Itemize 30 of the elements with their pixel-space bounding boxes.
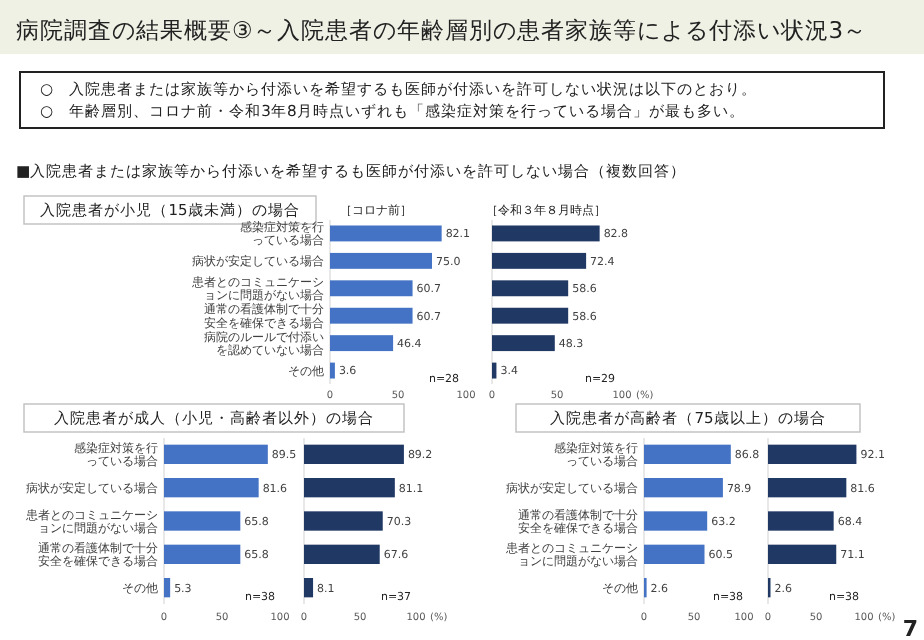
bar (164, 544, 241, 564)
bar (304, 544, 380, 564)
bar (644, 444, 731, 464)
bar (492, 252, 587, 269)
bar (164, 444, 268, 464)
bar (164, 578, 171, 598)
bar (768, 544, 837, 564)
text: 7 (902, 616, 918, 640)
bar (304, 511, 383, 531)
bar (492, 280, 569, 297)
bar (644, 478, 723, 498)
text: 病院調査の結果概要③～入院患者の年齢層別の患者家族等による付添い状況3～ (16, 16, 868, 44)
bar (330, 335, 394, 352)
bar (304, 444, 404, 464)
bar (492, 307, 569, 324)
bar (330, 307, 413, 324)
bar (304, 478, 395, 498)
bar (330, 280, 413, 297)
bar (768, 478, 847, 498)
bar (492, 225, 600, 242)
bar (768, 444, 857, 464)
bar (330, 225, 442, 242)
bar (768, 511, 834, 531)
bar (164, 478, 259, 498)
bar (304, 578, 314, 598)
bar (330, 252, 432, 269)
bar (492, 335, 555, 352)
bar (644, 544, 705, 564)
bar (164, 511, 241, 531)
bar (644, 511, 708, 531)
